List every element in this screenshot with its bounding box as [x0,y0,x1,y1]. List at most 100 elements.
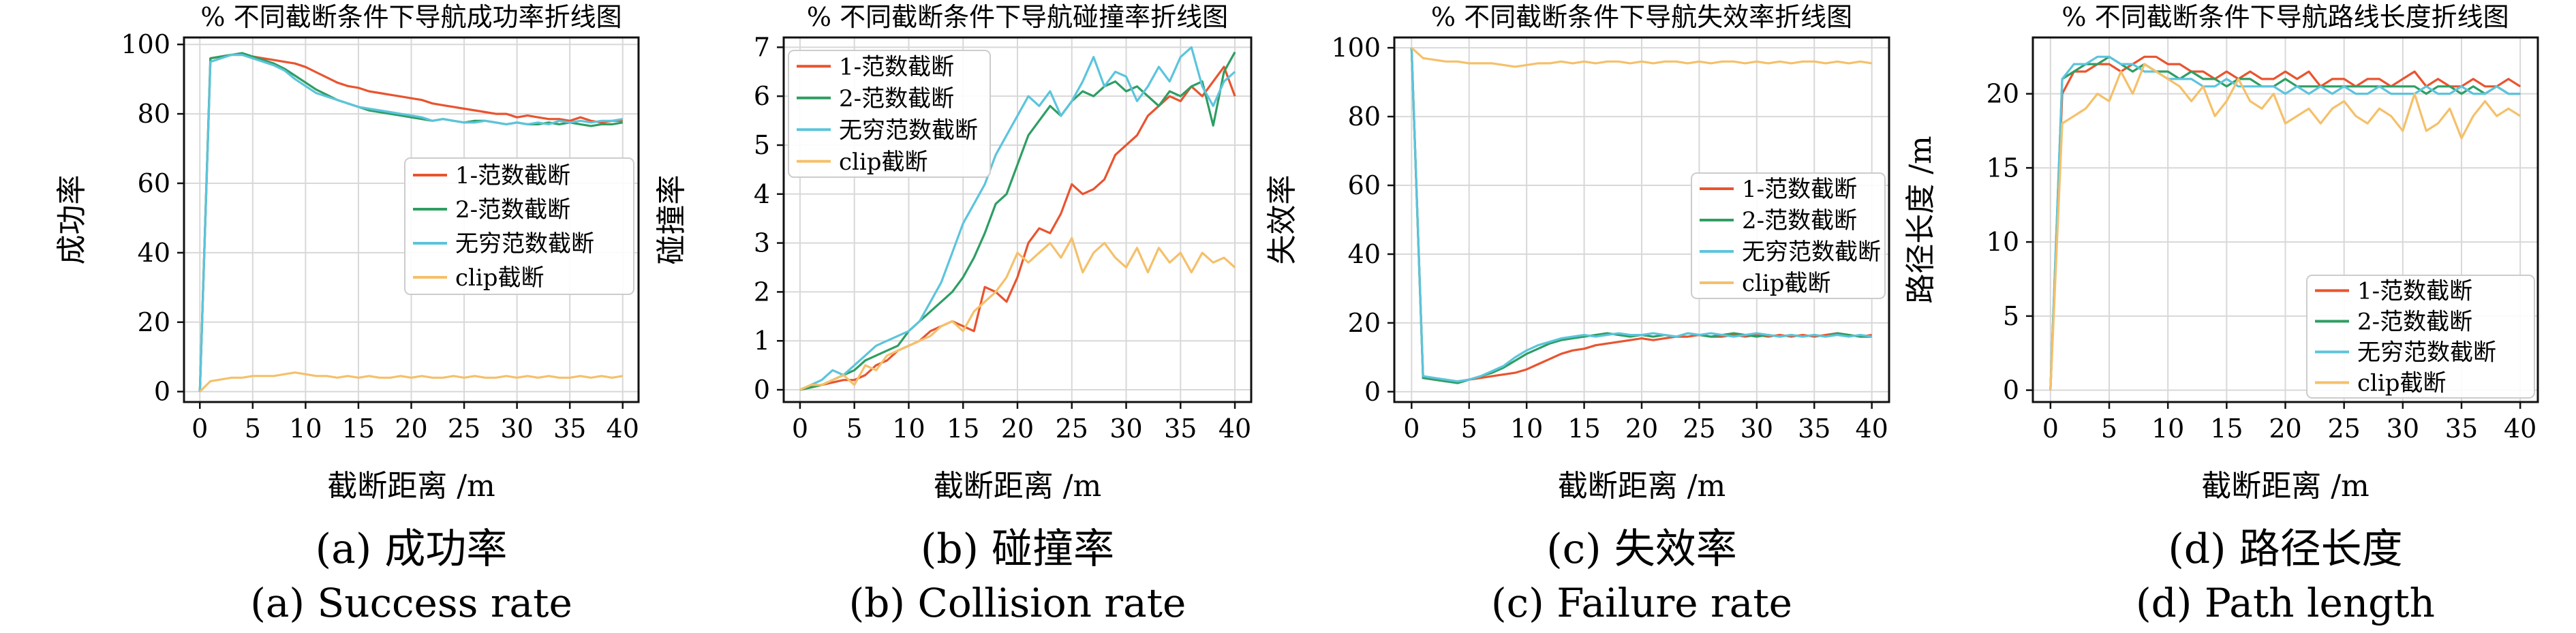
y-tick-label: 80 [138,99,170,129]
y-tick-label: 20 [1348,308,1381,338]
series-line-3 [799,46,1236,391]
legend-label: 1-范数截断 [839,53,954,80]
series-line-2 [2049,55,2521,390]
y-tick-label: 3 [754,228,770,258]
y-tick-label: 100 [1331,33,1381,63]
x-axis-label: 截断距离 /m [1558,469,1726,504]
x-tick-label: 5 [846,414,863,444]
x-tick-label: 15 [1567,414,1600,444]
x-axis-label: 截断距离 /m [327,469,495,504]
y-axis-label: 失效率 [1265,175,1300,265]
caption-en: (a) Success rate [250,580,572,626]
caption-en: (c) Failure rate [1491,580,1792,626]
x-tick-label: 20 [395,414,427,444]
legend-label: clip截断 [455,264,545,292]
legend-label: 2-范数截断 [839,85,954,112]
y-tick-label: 60 [138,168,170,198]
series-line-3 [2049,55,2521,390]
series-line-4 [1411,46,1872,68]
series-line-2 [799,51,1236,391]
x-tick-label: 30 [2387,414,2419,444]
legend-label: clip截断 [839,149,928,176]
x-tick-label: 40 [1855,414,1888,444]
x-tick-label: 5 [1461,414,1477,444]
y-tick-label: 4 [754,179,770,209]
x-tick-label: 10 [892,414,925,444]
chart-1: 0 5 10 15 20 25 30 35 40 0 20 40 60 80 100 % 不同截断条件下导航成… [55,2,640,626]
x-tick-label: 0 [1403,414,1420,444]
caption-cn: (a) 成功率 [316,525,508,573]
series-line-4 [799,236,1236,391]
x-tick-label: 30 [1741,414,1773,444]
y-tick-label: 10 [1987,227,2019,257]
y-tick-label: 2 [754,277,770,307]
y-tick-label: 0 [754,375,770,405]
legend-box [2306,275,2535,399]
x-tick-label: 30 [500,414,533,444]
legend-label: 1-范数截断 [2357,278,2472,305]
x-tick-label: 25 [448,414,480,444]
y-tick-label: 60 [1348,170,1381,200]
series-line-3 [1410,48,1872,383]
y-tick-label: 40 [138,238,170,268]
y-tick-label: 100 [121,29,170,59]
y-tick-label: 80 [1348,102,1381,132]
x-axis-label: 截断距离 /m [934,469,1102,504]
caption-cn: (d) 路径长度 [2168,525,2402,573]
legend-label: 2-范数截断 [2357,309,2472,336]
x-tick-label: 35 [553,414,586,444]
x-tick-label: 35 [2445,414,2478,444]
y-axis-label: 路径长度 /m [1903,136,1938,304]
legend-box [1691,172,1886,299]
x-tick-label: 35 [1164,414,1197,444]
chart-title: % 不同截断条件下导航失效率折线图 [1431,2,1852,32]
legend-label: 无穷范数截断 [839,117,978,144]
y-tick-label: 5 [2003,301,2019,331]
y-tick-label: 5 [754,130,770,160]
x-tick-label: 20 [2269,414,2301,444]
legend-box [788,50,991,178]
y-tick-label: 0 [154,377,170,407]
x-tick-label: 20 [1001,414,1034,444]
x-tick-label: 15 [947,414,979,444]
y-tick-label: 15 [1987,153,2019,183]
x-tick-label: 10 [289,414,322,444]
series-line-1 [2049,55,2521,390]
legend-box [404,157,634,295]
y-tick-label: 20 [138,307,170,337]
y-tick-label: 6 [754,81,770,111]
y-tick-label: 20 [1987,79,2019,109]
legend-label: 2-范数截断 [1742,207,1857,234]
chart-2: 0 5 10 15 20 25 30 35 40 0 1 2 3 4 5 6 7 % 不同截断条件下导航碰撞率折线… [654,2,1253,626]
legend-label: 1-范数截断 [455,162,570,189]
x-axis-label: 截断距离 /m [2201,469,2370,504]
legend-label: clip截断 [1742,270,1831,297]
y-tick-label: 0 [1364,377,1381,407]
legend-label: 无穷范数截断 [455,230,594,258]
series-line-4 [199,371,623,392]
chart-title: % 不同截断条件下导航路线长度折线图 [2061,2,2509,32]
x-tick-label: 35 [1798,414,1830,444]
x-tick-label: 40 [607,414,639,444]
y-tick-label: 7 [754,32,770,62]
x-tick-label: 15 [2210,414,2243,444]
legend-label: 无穷范数截断 [1742,238,1881,266]
caption-cn: (b) 碰撞率 [921,525,1114,573]
x-tick-label: 5 [2101,414,2117,444]
x-tick-label: 10 [2151,414,2184,444]
legend-label: 无穷范数截断 [2357,339,2496,367]
series-line-4 [2049,63,2521,390]
x-tick-label: 10 [1510,414,1543,444]
caption-en: (d) Path length [2136,580,2435,626]
x-tick-label: 20 [1625,414,1658,444]
x-tick-label: 30 [1109,414,1142,444]
series-line-1 [198,53,623,392]
x-tick-label: 0 [792,414,808,444]
legend-label: clip截断 [2357,370,2447,397]
x-tick-label: 0 [2042,414,2059,444]
legend-label: 1-范数截断 [1742,176,1857,203]
